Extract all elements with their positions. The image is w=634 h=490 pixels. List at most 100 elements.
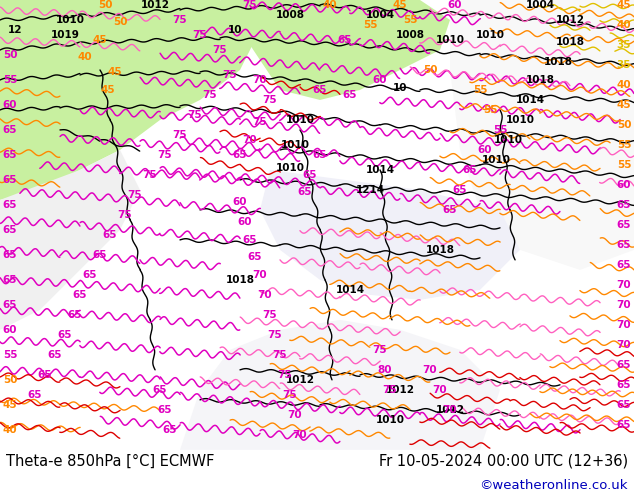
Text: 35: 35 (617, 40, 631, 50)
Text: 10: 10 (228, 25, 242, 35)
Text: 12: 12 (8, 25, 22, 35)
Text: 65: 65 (338, 35, 353, 45)
Text: 50: 50 (98, 0, 112, 10)
Text: 70: 70 (423, 365, 437, 375)
Text: 65: 65 (3, 225, 17, 235)
Text: 75: 75 (253, 117, 268, 127)
Text: 60: 60 (373, 75, 387, 85)
Polygon shape (180, 320, 500, 450)
Text: 1010: 1010 (276, 163, 304, 173)
Text: 65: 65 (233, 150, 247, 160)
Text: 1010: 1010 (493, 135, 522, 145)
Text: 55: 55 (473, 85, 488, 95)
Text: 70: 70 (617, 300, 631, 310)
Text: 75: 75 (143, 170, 157, 180)
Text: 75: 75 (223, 70, 237, 80)
Text: 40: 40 (78, 52, 93, 62)
Text: 75: 75 (172, 15, 187, 25)
Text: 45: 45 (108, 67, 122, 77)
Text: 65: 65 (3, 275, 17, 285)
Text: 1012: 1012 (285, 375, 314, 385)
Text: 1014: 1014 (515, 95, 545, 105)
Text: 60: 60 (3, 325, 17, 335)
Text: 65: 65 (3, 125, 17, 135)
Text: 1018: 1018 (543, 57, 573, 67)
Text: 75: 75 (203, 90, 217, 100)
Text: 65: 65 (158, 405, 172, 415)
Text: 65: 65 (3, 150, 17, 160)
Text: 1008: 1008 (396, 30, 425, 40)
Text: 60: 60 (617, 180, 631, 190)
Text: 40: 40 (617, 80, 631, 90)
Text: 55: 55 (3, 75, 17, 85)
Text: 65: 65 (443, 205, 457, 215)
Text: 40: 40 (617, 20, 631, 30)
Text: 65: 65 (313, 150, 327, 160)
Text: 75: 75 (262, 310, 277, 320)
Text: 35: 35 (617, 60, 631, 70)
Text: 1018: 1018 (226, 275, 254, 285)
Text: 65: 65 (3, 200, 17, 210)
Text: 45: 45 (617, 0, 631, 10)
Text: 65: 65 (617, 380, 631, 390)
Text: 1019: 1019 (51, 30, 79, 40)
Text: 45: 45 (3, 400, 17, 410)
Text: 10: 10 (392, 83, 407, 93)
Text: 70: 70 (617, 320, 631, 330)
Text: 75: 75 (193, 30, 207, 40)
Text: 65: 65 (248, 252, 262, 262)
Text: 50: 50 (423, 65, 437, 75)
Text: 55: 55 (3, 350, 17, 360)
Text: 70: 70 (293, 430, 307, 440)
Text: 65: 65 (38, 370, 52, 380)
Text: 65: 65 (68, 310, 82, 320)
Text: 65: 65 (313, 85, 327, 95)
Text: 1010: 1010 (280, 140, 309, 150)
Text: 65: 65 (617, 420, 631, 430)
Text: 1014: 1014 (335, 285, 365, 295)
Text: 60: 60 (478, 145, 492, 155)
Text: 50: 50 (3, 375, 17, 385)
Text: 65: 65 (163, 425, 178, 435)
Text: 45: 45 (101, 85, 115, 95)
Text: 70: 70 (253, 270, 268, 280)
Text: 1010: 1010 (481, 155, 510, 165)
Text: 65: 65 (303, 170, 317, 180)
Text: 1012: 1012 (385, 385, 415, 395)
Text: 55: 55 (617, 160, 631, 170)
Text: 40: 40 (3, 425, 17, 435)
Text: Fr 10-05-2024 00:00 UTC (12+36): Fr 10-05-2024 00:00 UTC (12+36) (378, 454, 628, 468)
Text: 65: 65 (463, 165, 477, 175)
Text: 65: 65 (243, 235, 257, 245)
Text: 1018: 1018 (526, 75, 555, 85)
Text: 70: 70 (443, 405, 457, 415)
Text: 70: 70 (253, 75, 268, 85)
Text: 65: 65 (28, 390, 42, 400)
Text: 1004: 1004 (365, 10, 394, 20)
Text: 75: 75 (118, 210, 133, 220)
Text: 65: 65 (617, 360, 631, 370)
Text: 65: 65 (617, 200, 631, 210)
Text: 45: 45 (93, 35, 107, 45)
Polygon shape (450, 0, 634, 270)
Text: 50: 50 (113, 17, 127, 27)
Text: 80: 80 (378, 365, 392, 375)
Text: 1010: 1010 (285, 115, 314, 125)
Text: Theta-e 850hPa [°C] ECMWF: Theta-e 850hPa [°C] ECMWF (6, 454, 215, 468)
Text: 65: 65 (3, 300, 17, 310)
Text: 55: 55 (363, 20, 377, 30)
Text: 70: 70 (617, 280, 631, 290)
Text: 75: 75 (283, 390, 297, 400)
Text: 70: 70 (257, 290, 273, 300)
Text: 65: 65 (73, 290, 87, 300)
Text: 65: 65 (617, 240, 631, 250)
Polygon shape (0, 0, 260, 200)
Text: 40: 40 (323, 0, 337, 10)
Text: 75: 75 (373, 345, 387, 355)
Text: 75: 75 (262, 95, 277, 105)
Polygon shape (0, 150, 140, 330)
Text: 65: 65 (617, 220, 631, 230)
Text: 55: 55 (493, 125, 507, 135)
Text: 60: 60 (448, 0, 462, 10)
Text: 55: 55 (403, 15, 417, 25)
